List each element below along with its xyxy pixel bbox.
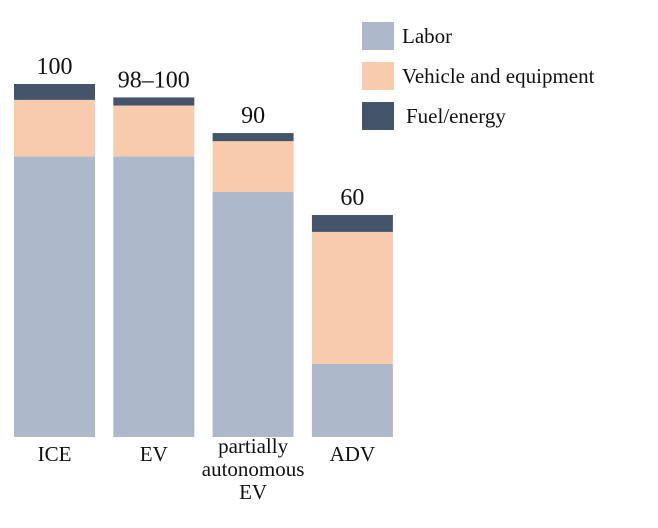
bar-segment: [14, 156, 95, 438]
x-tick-label: ADV: [330, 442, 376, 466]
total-label: 100: [37, 54, 73, 80]
bar-segment: [212, 192, 294, 437]
bar-segment: [311, 214, 393, 232]
bar-segment: [212, 141, 294, 193]
total-label: 90: [241, 103, 265, 129]
bar-segment: [311, 231, 393, 364]
bar-segment: [311, 363, 393, 437]
bar-segment: [113, 97, 195, 106]
legend-label: Vehicle and equipment: [402, 64, 595, 88]
x-tick-label: partially autonomous EV: [202, 434, 305, 504]
x-tick-label: EV: [140, 442, 168, 466]
total-label: 98–100: [118, 67, 190, 93]
x-tick-label: ICE: [38, 442, 72, 466]
legend-swatch: [362, 22, 394, 50]
total-label: 60: [340, 185, 364, 211]
bar-segment: [113, 105, 195, 157]
bar-segment: [14, 99, 95, 157]
bar-segment: [14, 84, 95, 100]
legend-swatch: [362, 62, 394, 90]
legend-swatch: [362, 102, 394, 130]
bar-segment: [113, 156, 195, 438]
legend-label: Labor: [402, 24, 452, 48]
legend-label: Fuel/energy: [406, 104, 506, 128]
bar-segment: [212, 133, 294, 142]
